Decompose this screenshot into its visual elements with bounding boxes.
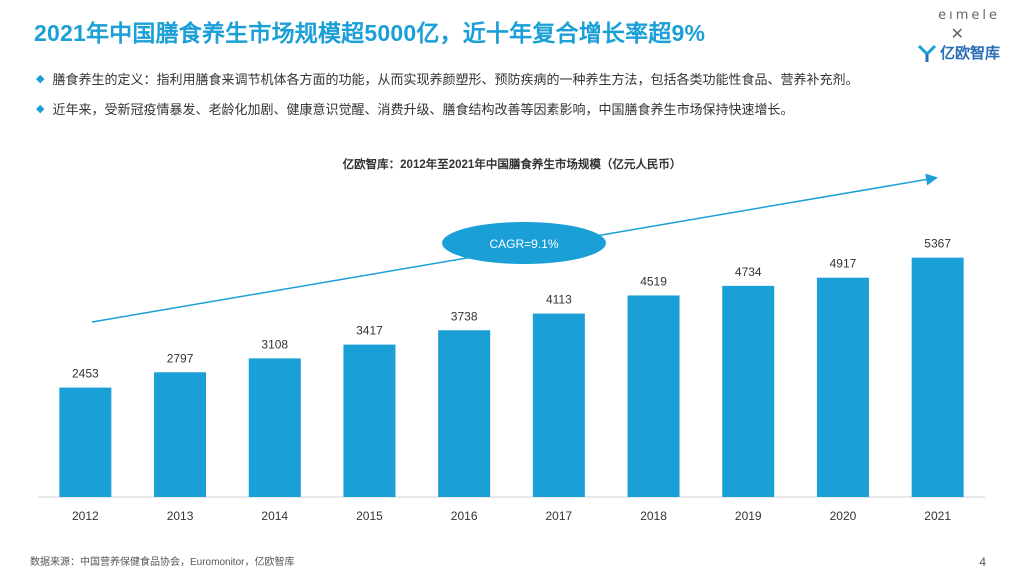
brand-block: eımele ✕ 亿欧智库 — [870, 8, 1010, 64]
cagr-ellipse — [442, 222, 606, 264]
bullet-item: ◆ 近年来，受新冠疫情暴发、老龄化加剧、健康意识觉醒、消费升级、膳食结构改善等因… — [36, 100, 996, 119]
cagr-label: CAGR=9.1% — [489, 237, 558, 251]
bar-2020 — [816, 277, 869, 497]
bar-2016 — [438, 330, 491, 497]
data-label-2020: 4917 — [830, 257, 857, 271]
data-label-2016: 3738 — [451, 309, 478, 323]
x-tick-label-2016: 2016 — [451, 509, 478, 523]
x-tick-label-2015: 2015 — [356, 509, 383, 523]
bar-2015 — [343, 344, 396, 497]
x-tick-label-2021: 2021 — [924, 509, 951, 523]
page-number: 4 — [979, 555, 986, 569]
data-label-2021: 5367 — [924, 237, 951, 251]
chart-title: 亿欧智库：2012年至2021年中国膳食养生市场规模（亿元人民币） — [342, 159, 682, 171]
collab-x-mark: ✕ — [950, 26, 964, 43]
bullet-text: 近年来，受新冠疫情暴发、老龄化加剧、健康意识觉醒、消费升级、膳食结构改善等因素影… — [52, 102, 794, 117]
diamond-bullet-icon: ◆ — [36, 103, 45, 115]
eimele-logo: eımele — [938, 8, 1000, 23]
x-tick-label-2020: 2020 — [830, 509, 857, 523]
bullet-item: ◆ 膳食养生的定义：指利用膳食来调节机体各方面的功能，从而实现养颜塑形、预防疾病… — [36, 70, 996, 89]
data-label-2019: 4734 — [735, 265, 762, 279]
x-tick-label-2013: 2013 — [167, 509, 194, 523]
bullet-text: 膳食养生的定义：指利用膳食来调节机体各方面的功能，从而实现养颜塑形、预防疾病的一… — [52, 72, 859, 87]
bar-2019 — [722, 285, 775, 497]
bar-2013 — [154, 372, 207, 497]
x-tick-label-2017: 2017 — [545, 509, 572, 523]
yiou-logo-icon — [917, 44, 937, 62]
yiou-logo: 亿欧智库 — [917, 42, 1000, 63]
diamond-bullet-icon: ◆ — [36, 73, 45, 85]
x-tick-label-2019: 2019 — [735, 509, 762, 523]
data-label-2015: 3417 — [356, 324, 383, 338]
bar-2017 — [532, 313, 585, 497]
x-tick-label-2012: 2012 — [72, 509, 99, 523]
bar-2021 — [911, 257, 964, 497]
data-label-2018: 4519 — [640, 274, 667, 288]
data-source: 数据来源：中国营养保健食品协会，Euromonitor，亿欧智库 — [30, 557, 295, 568]
data-label-2012: 2453 — [72, 367, 99, 381]
x-tick-label-2014: 2014 — [261, 509, 288, 523]
x-tick-label-2018: 2018 — [640, 509, 667, 523]
bullet-list: ◆ 膳食养生的定义：指利用膳食来调节机体各方面的功能，从而实现养颜塑形、预防疾病… — [36, 70, 996, 130]
bar-2014 — [248, 358, 301, 497]
data-label-2014: 3108 — [261, 337, 288, 351]
bar-2012 — [59, 387, 112, 497]
yiou-brand-name: 亿欧智库 — [939, 45, 1000, 62]
data-label-2017: 4113 — [546, 293, 572, 307]
data-label-2013: 2797 — [167, 351, 194, 365]
page-title: 2021年中国膳食养生市场规模超5000亿，近十年复合增长率超9% — [34, 20, 706, 46]
bar-2018 — [627, 295, 680, 497]
